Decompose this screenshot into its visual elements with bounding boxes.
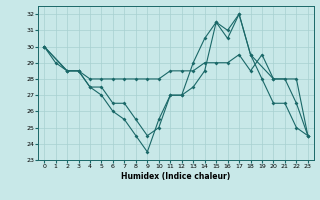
- X-axis label: Humidex (Indice chaleur): Humidex (Indice chaleur): [121, 172, 231, 181]
